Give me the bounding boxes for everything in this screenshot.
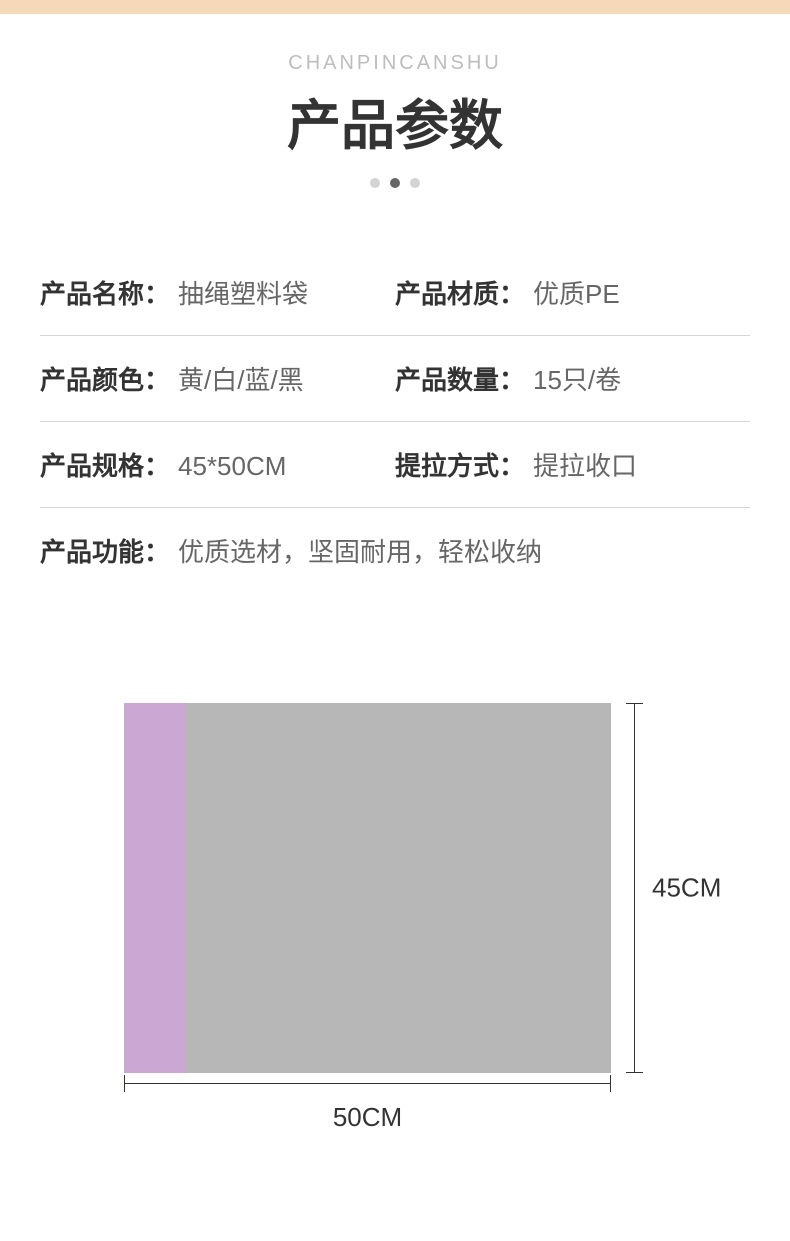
spec-material: 产品材质： 优质PE	[395, 274, 750, 311]
spec-label: 提拉方式：	[395, 446, 525, 483]
spec-value: 黄/白/蓝/黑	[178, 360, 304, 397]
spec-label: 产品规格：	[40, 446, 170, 483]
dimension-height: 45CM	[624, 703, 635, 1073]
spec-function: 产品功能： 优质选材，坚固耐用，轻松收纳	[40, 532, 750, 569]
page-title: 产品参数	[0, 81, 790, 160]
product-rect	[124, 703, 611, 1073]
spec-label: 产品功能：	[40, 532, 170, 569]
spec-value: 15只/卷	[533, 360, 621, 397]
spec-quantity: 产品数量： 15只/卷	[395, 360, 750, 397]
spec-label: 产品名称：	[40, 274, 170, 311]
dot-2	[390, 178, 400, 188]
dots-indicator	[0, 178, 790, 188]
spec-value: 优质PE	[533, 274, 620, 311]
spec-row-3: 产品规格： 45*50CM 提拉方式： 提拉收口	[40, 422, 750, 508]
spec-color: 产品颜色： 黄/白/蓝/黑	[40, 360, 395, 397]
spec-value: 抽绳塑料袋	[178, 274, 308, 311]
spec-value: 提拉收口	[533, 446, 637, 483]
spec-value: 45*50CM	[178, 451, 286, 482]
spec-row-4: 产品功能： 优质选材，坚固耐用，轻松收纳	[40, 508, 750, 593]
dimension-width: 50CM	[124, 1083, 611, 1133]
subtitle: CHANPINCANSHU	[0, 52, 790, 75]
spec-label: 产品数量：	[395, 360, 525, 397]
spec-dimensions: 产品规格： 45*50CM	[40, 446, 395, 483]
dimension-diagram: 45CM 50CM	[0, 703, 790, 1173]
dimension-height-label: 45CM	[652, 873, 721, 904]
header: CHANPINCANSHU 产品参数	[0, 14, 790, 188]
spec-label: 产品颜色：	[40, 360, 170, 397]
top-border	[0, 0, 790, 14]
dot-1	[370, 178, 380, 188]
dimension-width-label: 50CM	[124, 1102, 611, 1133]
dimension-line-vertical	[634, 703, 635, 1073]
rect-body	[186, 703, 611, 1073]
spec-table: 产品名称： 抽绳塑料袋 产品材质： 优质PE 产品颜色： 黄/白/蓝/黑 产品数…	[40, 250, 750, 593]
spec-value: 优质选材，坚固耐用，轻松收纳	[178, 532, 542, 569]
spec-name: 产品名称： 抽绳塑料袋	[40, 274, 395, 311]
spec-row-1: 产品名称： 抽绳塑料袋 产品材质： 优质PE	[40, 250, 750, 336]
spec-row-2: 产品颜色： 黄/白/蓝/黑 产品数量： 15只/卷	[40, 336, 750, 422]
spec-pull-method: 提拉方式： 提拉收口	[395, 446, 750, 483]
rect-left-strip	[124, 703, 186, 1073]
spec-label: 产品材质：	[395, 274, 525, 311]
dimension-line-horizontal	[124, 1083, 611, 1084]
dot-3	[410, 178, 420, 188]
